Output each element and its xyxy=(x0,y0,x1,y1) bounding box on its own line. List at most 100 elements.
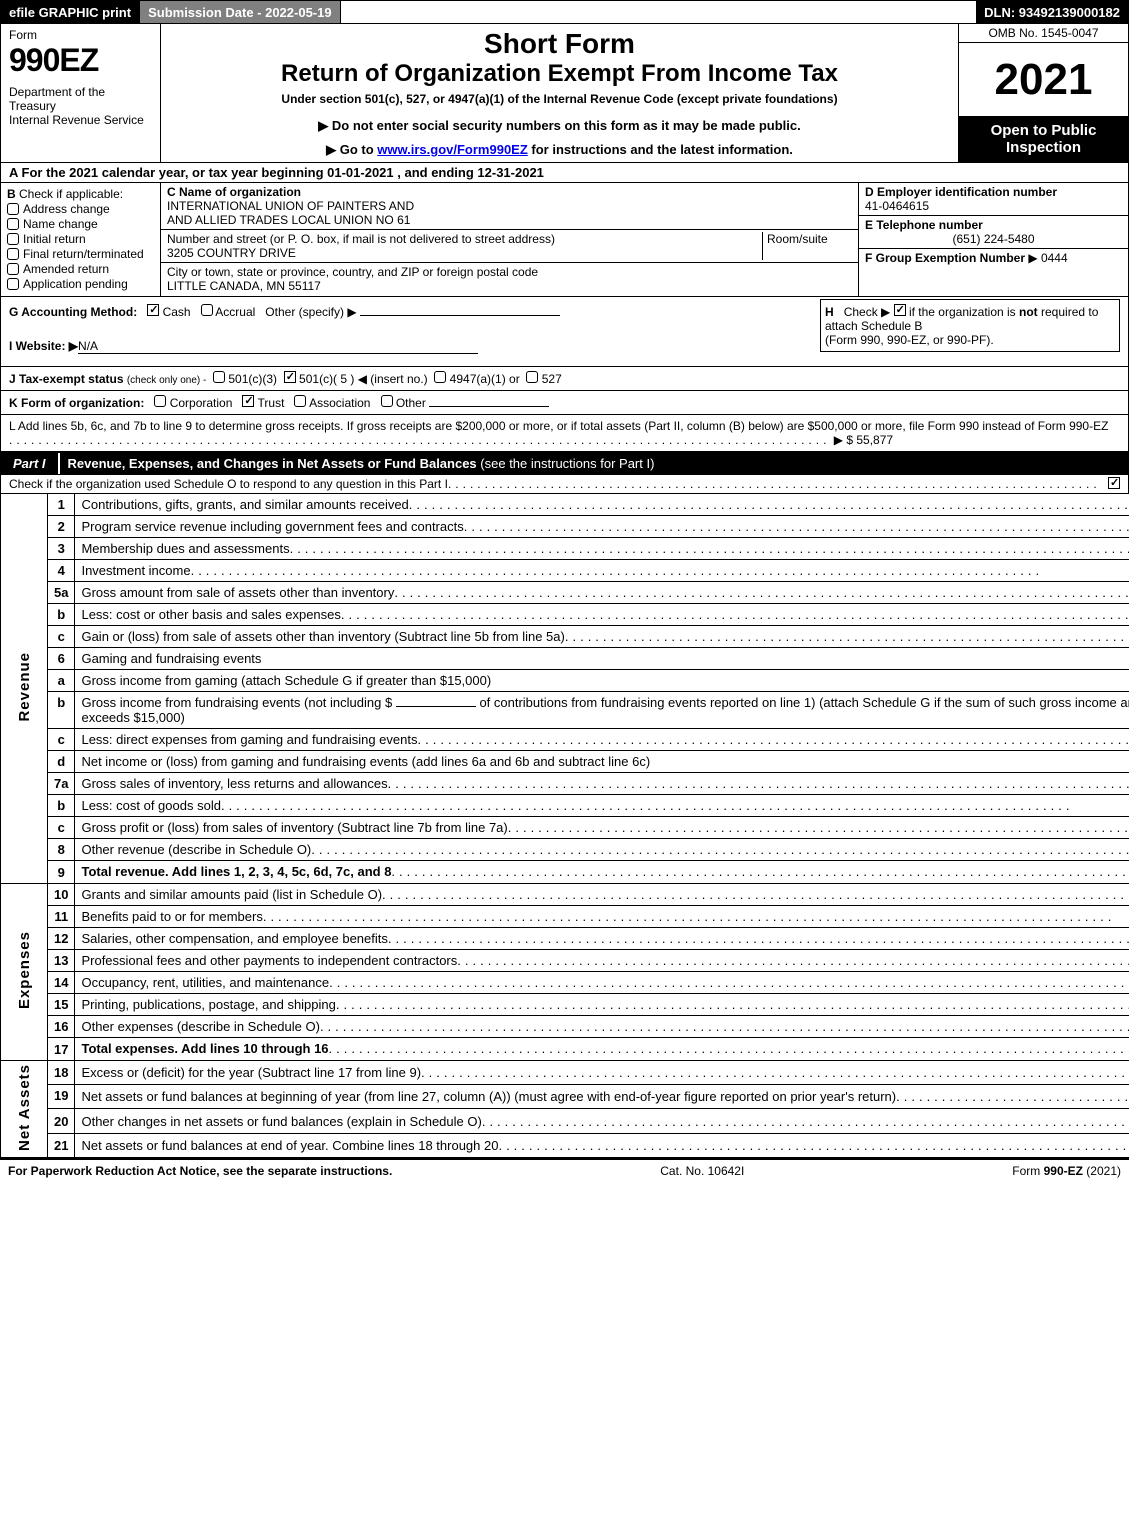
line-6b-blank[interactable] xyxy=(396,706,476,707)
line-5a: 5a Gross amount from sale of assets othe… xyxy=(1,582,1129,604)
city-value: LITTLE CANADA, MN 55117 xyxy=(167,279,852,293)
line-17: 17 Total expenses. Add lines 10 through … xyxy=(1,1038,1129,1061)
j-4947-checkbox[interactable] xyxy=(434,371,446,383)
city-label: City or town, state or province, country… xyxy=(167,265,852,279)
section-k: K Form of organization: Corporation Trus… xyxy=(0,391,1129,415)
h-text2: if the organization is xyxy=(909,305,1019,319)
expenses-side-label: Expenses xyxy=(1,884,48,1061)
line-14: 14 Occupancy, rent, utilities, and maint… xyxy=(1,972,1129,994)
submission-date-label: Submission Date - 2022-05-19 xyxy=(140,1,341,23)
k-trust: Trust xyxy=(258,396,285,410)
l-text: L Add lines 5b, 6c, and 7b to line 9 to … xyxy=(9,419,1108,433)
j-4947: 4947(a)(1) or xyxy=(450,372,520,386)
line-7a: 7a Gross sales of inventory, less return… xyxy=(1,773,1129,795)
section-h: H Check ▶ if the organization is not req… xyxy=(820,299,1120,352)
h-text4: (Form 990, 990-EZ, or 990-PF). xyxy=(825,333,994,347)
chk-initial-return[interactable]: Initial return xyxy=(7,232,154,246)
section-b-letter: B xyxy=(7,187,16,201)
sections-def: D Employer identification number 41-0464… xyxy=(858,183,1128,296)
website-value: N/A xyxy=(78,339,478,354)
line-16: 16 Other expenses (describe in Schedule … xyxy=(1,1016,1129,1038)
k-other-checkbox[interactable] xyxy=(381,395,393,407)
j-sub: (check only one) - xyxy=(127,375,206,386)
chk-final-return[interactable]: Final return/terminated xyxy=(7,247,154,261)
part-1-title: Revenue, Expenses, and Changes in Net As… xyxy=(60,453,1128,474)
line-9: 9 Total revenue. Add lines 1, 2, 3, 4, 5… xyxy=(1,861,1129,884)
short-form-title: Short Form xyxy=(165,28,954,60)
line-6a: a Gross income from gaming (attach Sched… xyxy=(1,670,1129,692)
g-other-input[interactable] xyxy=(360,315,560,316)
k-assoc-checkbox[interactable] xyxy=(294,395,306,407)
part-1-sub: (see the instructions for Part I) xyxy=(480,456,654,471)
line-13: 13 Professional fees and other payments … xyxy=(1,950,1129,972)
street-label: Number and street (or P. O. box, if mail… xyxy=(167,232,762,246)
k-corp-checkbox[interactable] xyxy=(154,395,166,407)
k-label: K Form of organization: xyxy=(9,396,144,410)
line-11: 11 Benefits paid to or for members 11 13… xyxy=(1,906,1129,928)
g-accrual-checkbox[interactable] xyxy=(201,304,213,316)
chk-name-change[interactable]: Name change xyxy=(7,217,154,231)
line-6: 6 Gaming and fundraising events xyxy=(1,648,1129,670)
line-19: 19 Net assets or fund balances at beginn… xyxy=(1,1085,1129,1109)
check-o-checkbox[interactable] xyxy=(1108,477,1120,489)
section-e: E Telephone number (651) 224-5480 xyxy=(859,216,1128,249)
form-title-block: Short Form Return of Organization Exempt… xyxy=(161,24,958,162)
part-1-header: Part I Revenue, Expenses, and Changes in… xyxy=(0,452,1129,475)
check-if-applicable: Check if applicable: xyxy=(19,187,123,201)
group-exemption-value: 0444 xyxy=(1041,251,1068,265)
l-arrow: ▶ $ xyxy=(834,433,853,447)
section-j: J Tax-exempt status (check only one) - 5… xyxy=(0,367,1129,391)
h-check-text: Check ▶ xyxy=(844,305,891,319)
h-not: not xyxy=(1019,305,1038,319)
tax-year: 2021 xyxy=(959,43,1128,116)
line-5b: b Less: cost or other basis and sales ex… xyxy=(1,604,1129,626)
line-7b: b Less: cost of goods sold 7b xyxy=(1,795,1129,817)
part-1-lines-table: Revenue 1 Contributions, gifts, grants, … xyxy=(0,494,1129,1158)
l-dots xyxy=(9,433,830,447)
l-value: 55,877 xyxy=(856,433,893,447)
chk-address-change[interactable]: Address change xyxy=(7,202,154,216)
g-accrual: Accrual xyxy=(215,305,255,319)
sections-bcd: B Check if applicable: Address change Na… xyxy=(0,183,1129,297)
h-checkbox[interactable] xyxy=(894,304,906,316)
dln-label: DLN: 93492139000182 xyxy=(976,1,1128,23)
net-assets-side-label: Net Assets xyxy=(1,1061,48,1158)
chk-application-pending[interactable]: Application pending xyxy=(7,277,154,291)
do-not-enter-notice: ▶ Do not enter social security numbers o… xyxy=(165,118,954,134)
section-d: D Employer identification number 41-0464… xyxy=(859,183,1128,216)
line-6d: d Net income or (loss) from gaming and f… xyxy=(1,751,1129,773)
line-2: 2 Program service revenue including gove… xyxy=(1,516,1129,538)
j-501c-checkbox[interactable] xyxy=(284,371,296,383)
chk-amended-return[interactable]: Amended return xyxy=(7,262,154,276)
group-exemption-label: F Group Exemption Number xyxy=(865,251,1025,265)
part-1-check-o: Check if the organization used Schedule … xyxy=(0,475,1129,494)
omb-number: OMB No. 1545-0047 xyxy=(959,24,1128,43)
j-501c3: 501(c)(3) xyxy=(228,372,277,386)
open-to-public: Open to Public Inspection xyxy=(959,116,1128,162)
k-other-input[interactable] xyxy=(429,406,549,407)
section-c: C Name of organization INTERNATIONAL UNI… xyxy=(161,183,858,296)
section-b: B Check if applicable: Address change Na… xyxy=(1,183,161,296)
header-right: OMB No. 1545-0047 2021 Open to Public In… xyxy=(958,24,1128,162)
ein-label: D Employer identification number xyxy=(865,185,1057,199)
k-trust-checkbox[interactable] xyxy=(242,395,254,407)
j-527-checkbox[interactable] xyxy=(526,371,538,383)
line-7c: c Gross profit or (loss) from sales of i… xyxy=(1,817,1129,839)
k-corp: Corporation xyxy=(170,396,233,410)
footer-right: Form 990-EZ (2021) xyxy=(1012,1164,1121,1178)
line-3: 3 Membership dues and assessments 3 xyxy=(1,538,1129,560)
arrow-icon: ▶ xyxy=(1028,251,1037,265)
line-6c: c Less: direct expenses from gaming and … xyxy=(1,729,1129,751)
line-10: Expenses 10 Grants and similar amounts p… xyxy=(1,884,1129,906)
j-501c3-checkbox[interactable] xyxy=(213,371,225,383)
return-title: Return of Organization Exempt From Incom… xyxy=(165,60,954,88)
k-other: Other xyxy=(396,396,426,410)
goto-instructions: ▶ Go to www.irs.gov/Form990EZ for instru… xyxy=(165,142,954,158)
g-cash-checkbox[interactable] xyxy=(147,304,159,316)
j-501c: 501(c)( 5 ) ◀ (insert no.) xyxy=(299,372,428,386)
goto-link[interactable]: www.irs.gov/Form990EZ xyxy=(377,142,528,157)
line-5c: c Gain or (loss) from sale of assets oth… xyxy=(1,626,1129,648)
efile-print-label[interactable]: efile GRAPHIC print xyxy=(1,1,140,23)
line-21: 21 Net assets or fund balances at end of… xyxy=(1,1133,1129,1157)
telephone-value: (651) 224-5480 xyxy=(865,232,1122,246)
